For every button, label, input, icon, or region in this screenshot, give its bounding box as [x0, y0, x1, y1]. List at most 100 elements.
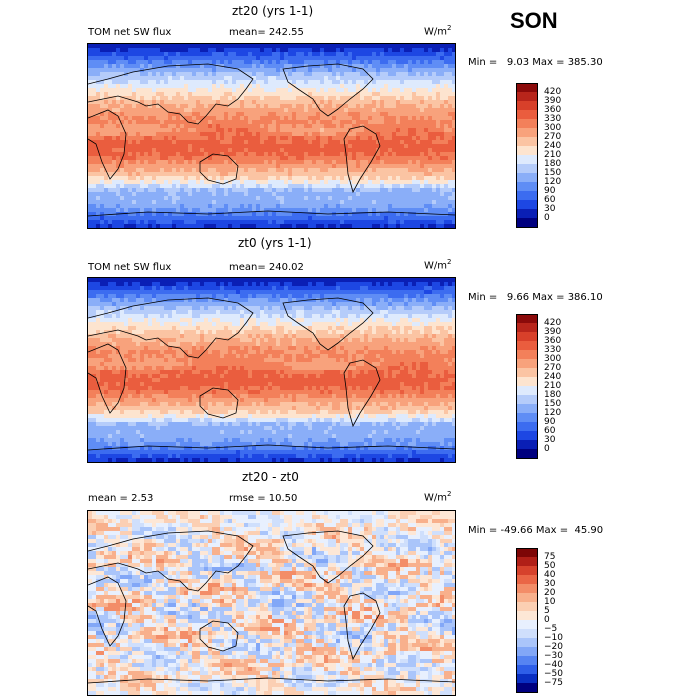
colorbar-swatch: [516, 200, 538, 210]
colorbar-tick-label: 0: [544, 443, 550, 454]
colorbar-swatch: [516, 155, 538, 165]
colorbar-tick-label: −50: [544, 668, 563, 679]
colorbar-tick-label: 210: [544, 149, 562, 160]
colorbar-tick-label: 60: [544, 425, 556, 436]
colorbar-tick-label: 120: [544, 176, 562, 187]
colorbar-tick-label: 90: [544, 416, 556, 427]
colorbar-tick-label: 360: [544, 104, 562, 115]
colorbar-swatch: [516, 575, 538, 585]
panel-1-mean: mean= 242.55: [229, 27, 304, 38]
colorbar-swatch: [516, 656, 538, 666]
colorbar-tick-label: 360: [544, 335, 562, 346]
colorbar-swatch: [516, 209, 538, 219]
colorbar-tick-label: 150: [544, 398, 562, 409]
colorbar-swatch: [516, 350, 538, 360]
colorbar-swatch: [516, 218, 538, 228]
panel-2-mean: mean= 240.02: [229, 262, 304, 273]
panel-2-map: [87, 277, 456, 463]
colorbar-tick-label: −5: [544, 623, 558, 634]
colorbar-swatch: [516, 665, 538, 675]
colorbar-swatch: [516, 557, 538, 567]
colorbar-tick-label: 75: [544, 551, 556, 562]
colorbar-swatch: [516, 182, 538, 192]
colorbar-tick-label: 420: [544, 317, 562, 328]
colorbar-tick-label: 10: [544, 596, 556, 607]
colorbar-swatch: [516, 404, 538, 414]
colorbar-tick-label: −30: [544, 650, 563, 661]
panel-2-variable: TOM net SW flux: [88, 262, 172, 273]
panel-1-heatmap: [88, 44, 455, 228]
colorbar-swatch: [516, 638, 538, 648]
panel-3-title: zt20 - zt0: [242, 470, 299, 484]
colorbar-tick-label: 5: [544, 605, 550, 616]
colorbar-tick-label: 60: [544, 194, 556, 205]
panel-1-colorbar: 420 390 360 330 300 270 240 210 180 150 120 90 60 30 0: [516, 83, 576, 228]
colorbar-tick-label: 0: [544, 614, 550, 625]
colorbar-swatch: [516, 83, 538, 93]
colorbar-tick-label: −75: [544, 677, 563, 688]
colorbar-swatch: [516, 146, 538, 156]
colorbar-swatch: [516, 683, 538, 693]
colorbar-tick-label: 390: [544, 95, 562, 106]
colorbar-tick-label: 90: [544, 185, 556, 196]
colorbar-swatch: [516, 164, 538, 174]
colorbar-swatch: [516, 386, 538, 396]
colorbar-swatch: [516, 647, 538, 657]
colorbar-tick-label: 330: [544, 344, 562, 355]
colorbar-swatch: [516, 137, 538, 147]
colorbar-tick-label: −10: [544, 632, 563, 643]
colorbar-swatch: [516, 101, 538, 111]
colorbar-swatch: [516, 413, 538, 423]
colorbar-tick-label: 240: [544, 140, 562, 151]
colorbar-tick-label: 40: [544, 569, 556, 580]
panel-3-colorbar: 75 50 40 30 20 10 5 0 −5 −10 −20 −30 −40 −50 −75: [516, 548, 576, 693]
colorbar-swatch: [516, 332, 538, 342]
colorbar-tick-label: 30: [544, 203, 556, 214]
panel-2-heatmap: [88, 278, 455, 462]
colorbar-tick-label: 390: [544, 326, 562, 337]
colorbar-swatch: [516, 368, 538, 378]
colorbar-tick-label: −20: [544, 641, 563, 652]
panel-3-mean: mean = 2.53: [88, 493, 154, 504]
colorbar-swatch: [516, 422, 538, 432]
colorbar-tick-label: 420: [544, 86, 562, 97]
colorbar-swatch: [516, 620, 538, 630]
panel-3-heatmap: [88, 511, 455, 695]
panel-3-map: [87, 510, 456, 696]
colorbar-swatch: [516, 341, 538, 351]
colorbar-swatch: [516, 584, 538, 594]
colorbar-swatch: [516, 629, 538, 639]
colorbar-tick-label: 300: [544, 353, 562, 364]
colorbar-tick-label: 240: [544, 371, 562, 382]
panel-3-minmax: Min = -49.66 Max = 45.90: [468, 525, 604, 536]
colorbar-swatch: [516, 323, 538, 333]
colorbar-swatch: [516, 128, 538, 138]
colorbar-swatch: [516, 566, 538, 576]
colorbar-swatch: [516, 674, 538, 684]
colorbar-tick-label: 210: [544, 380, 562, 391]
panel-3-rmse: rmse = 10.50: [229, 493, 298, 504]
colorbar-tick-label: 0: [544, 212, 550, 223]
colorbar-swatch: [516, 440, 538, 450]
colorbar-swatch: [516, 314, 538, 324]
colorbar-tick-label: 300: [544, 122, 562, 133]
colorbar-swatch: [516, 602, 538, 612]
colorbar-swatch: [516, 431, 538, 441]
panel-2-units: W/m2: [424, 258, 452, 272]
panel-1-map: [87, 43, 456, 229]
panel-3-units: W/m2: [424, 490, 452, 504]
panel-1-title: zt20 (yrs 1-1): [232, 4, 314, 18]
panel-1-units: W/m2: [424, 24, 452, 38]
colorbar-swatch: [516, 611, 538, 621]
colorbar-swatch: [516, 377, 538, 387]
season-label: SON: [510, 8, 558, 33]
colorbar-tick-label: 330: [544, 113, 562, 124]
colorbar-swatch: [516, 449, 538, 459]
panel-2-title: zt0 (yrs 1-1): [238, 236, 312, 250]
colorbar-swatch: [516, 548, 538, 558]
colorbar-swatch: [516, 173, 538, 183]
panel-1-variable: TOM net SW flux: [88, 27, 172, 38]
colorbar-tick-label: 270: [544, 131, 562, 142]
colorbar-swatch: [516, 359, 538, 369]
colorbar-swatch: [516, 191, 538, 201]
